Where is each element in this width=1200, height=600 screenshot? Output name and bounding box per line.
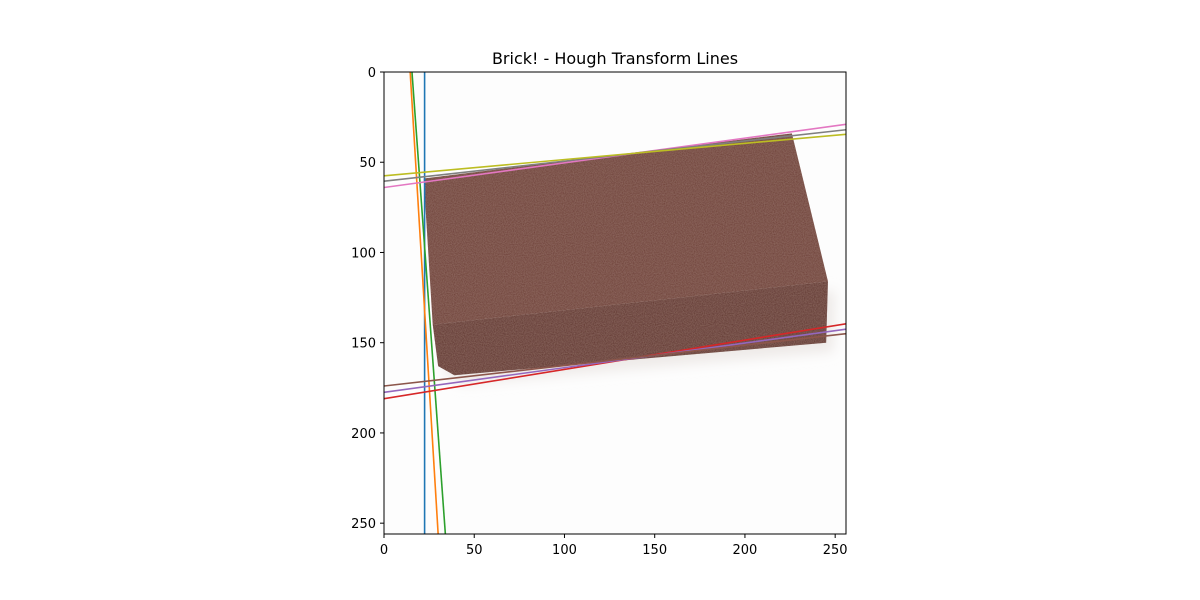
chart-title: Brick! - Hough Transform Lines <box>492 49 738 68</box>
y-tick-label: 150 <box>351 337 376 352</box>
x-tick-label: 200 <box>733 543 758 558</box>
y-tick-label: 50 <box>359 156 376 171</box>
y-axis: 0 50 100 150 200 250 <box>351 66 384 532</box>
hough-line-3 <box>411 72 447 534</box>
hough-line-9 <box>384 133 846 177</box>
brick-image <box>423 133 836 385</box>
brick-top-face <box>423 133 828 325</box>
x-tick-label: 50 <box>466 543 483 558</box>
brick-front-face <box>432 281 828 376</box>
x-tick-label: 0 <box>380 543 388 558</box>
hough-line-5 <box>384 328 846 394</box>
hough-line-6 <box>384 332 846 387</box>
y-tick-label: 200 <box>351 427 376 442</box>
x-tick-label: 150 <box>642 543 667 558</box>
x-tick-label: 100 <box>552 543 577 558</box>
y-tick-label: 100 <box>351 246 376 261</box>
hough-line-2 <box>409 72 439 534</box>
y-tick-label: 250 <box>351 517 376 532</box>
hough-lines <box>384 72 846 534</box>
y-tick-label: 0 <box>368 66 376 81</box>
x-tick-label: 250 <box>823 543 848 558</box>
plot-frame <box>383 71 847 535</box>
x-axis: 0 50 100 150 200 250 <box>380 534 848 558</box>
